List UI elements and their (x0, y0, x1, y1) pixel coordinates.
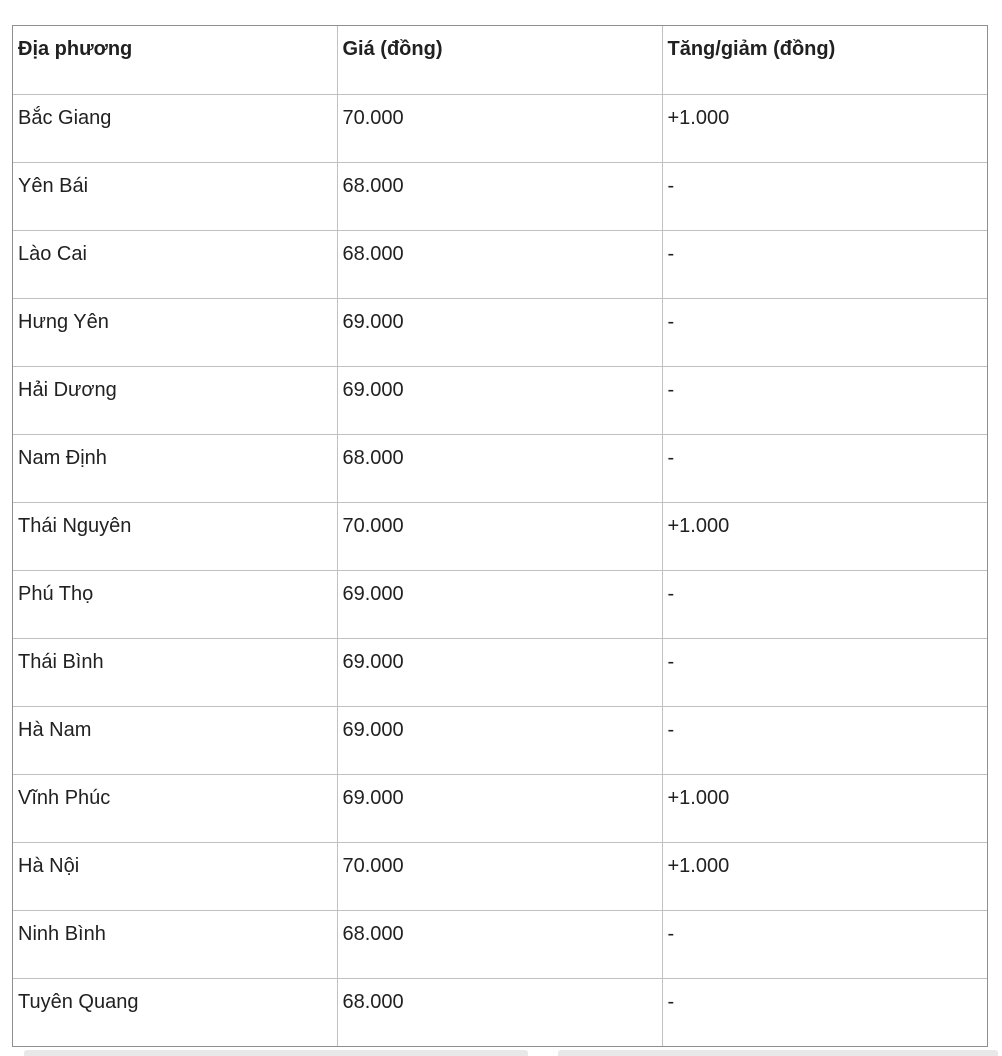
change-cell: +1.000 (661, 501, 987, 570)
change-cell: - (661, 637, 987, 706)
price-cell: 68.000 (336, 229, 662, 298)
change-cell: +1.000 (661, 93, 987, 162)
column-header-change: Tăng/giảm (đồng) (661, 26, 987, 94)
location-cell: Bắc Giang (13, 93, 337, 162)
price-cell: 69.000 (336, 705, 662, 774)
price-cell: 69.000 (336, 297, 662, 366)
price-cell: 69.000 (336, 569, 662, 638)
table-row: Yên Bái 68.000- (13, 161, 987, 230)
table-row: Hà Nam 69.000- (13, 705, 987, 774)
table-row: Hải Dương 69.000- (13, 365, 987, 434)
table-body: Bắc Giang 70.000 +1.000 Yên Bái 68.000- Lào C… (13, 93, 987, 1046)
price-cell: 68.000 (336, 161, 662, 230)
below-fold-card-right (558, 1050, 998, 1056)
change-cell: - (661, 977, 987, 1046)
change-cell: - (661, 161, 987, 230)
price-cell: 70.000 (336, 841, 662, 910)
table-row: Vĩnh Phúc 69.000 +1.000 (13, 773, 987, 842)
price-cell: 69.000 (336, 637, 662, 706)
column-header-location: Địa phương (18, 38, 133, 60)
location-cell: Vĩnh Phúc (13, 773, 337, 842)
location-cell: Tuyên Quang (13, 977, 337, 1046)
location-cell: Ninh Bình (13, 909, 337, 978)
change-cell: - (661, 569, 987, 638)
below-fold-card-left (24, 1050, 528, 1056)
change-cell: - (661, 229, 987, 298)
header-row: Địa phương Giá (đồng) Tăng/giảm (đồng) (13, 26, 987, 94)
price-cell: 68.000 (336, 433, 662, 502)
location-cell: Lào Cai (13, 229, 337, 298)
change-cell: +1.000 (661, 773, 987, 842)
price-table-frame: Địa phương Giá (đồng) Tăng/giảm (đồng) B… (12, 25, 988, 1047)
change-cell: - (661, 433, 987, 502)
price-cell: 69.000 (336, 365, 662, 434)
table-row: Phú Thọ 69.000- (13, 569, 987, 638)
location-cell: Hà Nội (13, 841, 337, 910)
location-cell: Yên Bái (13, 161, 337, 230)
table-row: Hà Nội 70.000 +1.000 (13, 841, 987, 910)
change-cell: - (661, 909, 987, 978)
change-cell: - (661, 705, 987, 774)
price-cell: 69.000 (336, 773, 662, 842)
location-cell: Hà Nam (13, 705, 337, 774)
change-cell: - (661, 365, 987, 434)
location-cell: Nam Định (13, 433, 337, 502)
location-cell: Thái Bình (13, 637, 337, 706)
change-cell: - (661, 297, 987, 366)
table-row: Tuyên Quang 68.000- (13, 977, 987, 1046)
table-row: Bắc Giang 70.000 +1.000 (13, 93, 987, 162)
price-table: Địa phương Giá (đồng) Tăng/giảm (đồng) B… (13, 26, 987, 1046)
location-cell: Hưng Yên (13, 297, 337, 366)
table-row: Ninh Bình 68.000- (13, 909, 987, 978)
table-row: Hưng Yên 69.000- (13, 297, 987, 366)
table-row: Thái Bình 69.000- (13, 637, 987, 706)
location-cell: Hải Dương (13, 365, 337, 434)
price-cell: 68.000 (336, 909, 662, 978)
table-row: Thái Nguyên 70.000 +1.000 (13, 501, 987, 570)
location-cell: Phú Thọ (13, 569, 337, 638)
price-cell: 70.000 (336, 501, 662, 570)
table-row: Lào Cai 68.000- (13, 229, 987, 298)
price-cell: 70.000 (336, 93, 662, 162)
location-cell: Thái Nguyên (13, 501, 337, 570)
column-header-price: Giá (đồng) (336, 26, 662, 94)
price-cell: 68.000 (336, 977, 662, 1046)
change-cell: +1.000 (661, 841, 987, 910)
table-row: Nam Định 68.000- (13, 433, 987, 502)
